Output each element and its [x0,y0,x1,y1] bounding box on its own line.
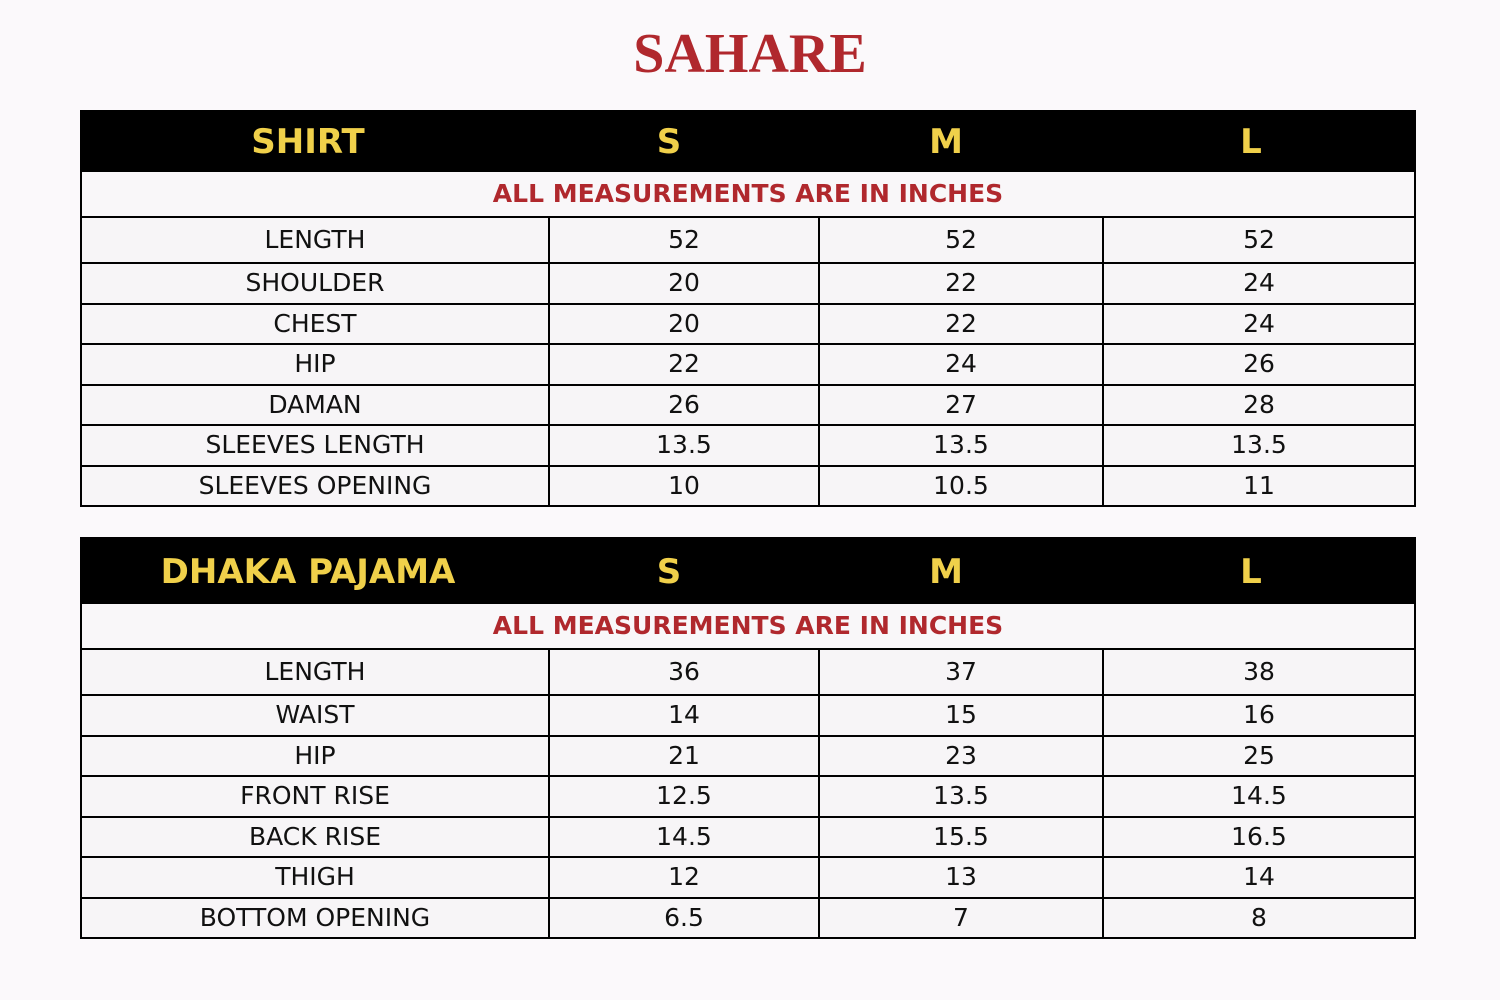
measurement-value: 7 [818,898,1102,937]
measurement-value: 6.5 [548,898,818,937]
table-row: THIGH 12 13 14 [82,856,1414,897]
measurement-value: 16 [1102,696,1414,735]
measurement-value: 15 [818,696,1102,735]
measurement-value: 13.5 [548,426,818,465]
measurement-value: 26 [1102,345,1414,384]
measurement-value: 14 [548,696,818,735]
measurement-label: HIP [294,740,336,770]
measurement-value: 37 [818,650,1102,694]
measurement-label: CHEST [273,308,357,338]
measurement-value: 13.5 [1102,426,1414,465]
measurement-value: 14.5 [1102,777,1414,816]
measurement-value: 28 [1102,385,1414,424]
measurement-value: 10.5 [818,466,1102,505]
measurement-value: 24 [1102,304,1414,343]
measurement-value: 23 [818,736,1102,775]
units-note: ALL MEASUREMENTS ARE IN INCHES [82,604,1414,650]
table-row: HIP 22 24 26 [82,343,1414,384]
measurement-value: 22 [818,264,1102,303]
measurement-value: 38 [1102,650,1414,694]
table-title: SHIRT [251,122,365,162]
measurement-value: 16.5 [1102,817,1414,856]
measurement-value: 27 [818,385,1102,424]
pajama-size-table: DHAKA PAJAMA S M L ALL MEASUREMENTS ARE … [80,537,1416,939]
table-row: SHOULDER 20 22 24 [82,262,1414,303]
measurement-value: 25 [1102,736,1414,775]
measurement-value: 13.5 [818,777,1102,816]
measurement-label: FRONT RISE [240,781,390,810]
measurement-value: 11 [1102,466,1414,505]
measurement-label: THIGH [275,862,355,891]
measurement-value: 22 [818,304,1102,343]
table-row: HIP 21 23 25 [82,734,1414,775]
table-row: FRONT RISE 12.5 13.5 14.5 [82,775,1414,816]
table-row: DAMAN 26 27 28 [82,383,1414,424]
measurement-label: SLEEVES OPENING [198,470,432,500]
table-row: SLEEVES LENGTH 13.5 13.5 13.5 [82,424,1414,465]
table-row: LENGTH 52 52 52 [82,218,1414,262]
measurement-label: HIP [294,349,336,378]
table-row: BACK RISE 14.5 15.5 16.5 [82,815,1414,856]
measurement-value: 21 [548,736,818,775]
measurement-label: BACK RISE [248,821,382,851]
measurement-value: 52 [818,218,1102,262]
measurement-value: 10 [548,466,818,505]
measurement-value: 13.5 [818,426,1102,465]
measurement-value: 15.5 [818,817,1102,856]
measurement-value: 20 [548,264,818,303]
size-l: L [1240,551,1262,592]
measurement-value: 14 [1102,858,1414,897]
measurement-value: 14.5 [548,817,818,856]
measurement-value: 12.5 [548,777,818,816]
size-m: M [929,122,963,162]
units-note: ALL MEASUREMENTS ARE IN INCHES [82,172,1414,218]
table-header: DHAKA PAJAMA S M L [82,539,1414,604]
measurement-label: SLEEVES LENGTH [205,430,425,459]
measurement-value: 24 [1102,264,1414,303]
measurement-label: SHOULDER [245,268,385,297]
brand-title: SAHARE [633,23,867,85]
measurement-label: LENGTH [264,225,366,254]
table-row: WAIST 14 15 16 [82,694,1414,735]
measurement-label: DAMAN [268,389,362,419]
measurement-value: 36 [548,650,818,694]
measurement-label: WAIST [275,700,355,729]
measurement-value: 52 [1102,218,1414,262]
shirt-size-table: SHIRT S M L ALL MEASUREMENTS ARE IN INCH… [80,110,1416,507]
table-row: BOTTOM OPENING 6.5 7 8 [82,896,1414,937]
table-row: CHEST 20 22 24 [82,302,1414,343]
table-title: DHAKA PAJAMA [160,551,456,592]
measurement-value: 12 [548,858,818,897]
table-row: LENGTH 36 37 38 [82,650,1414,694]
measurement-value: 52 [548,218,818,262]
measurement-value: 24 [818,345,1102,384]
size-s: S [656,551,682,592]
table-row: SLEEVES OPENING 10 10.5 11 [82,464,1414,505]
measurement-label: LENGTH [264,657,366,686]
size-m: M [929,551,963,592]
measurement-label: BOTTOM OPENING [199,902,431,932]
table-header: SHIRT S M L [82,112,1414,172]
size-l: L [1240,122,1262,162]
measurement-value: 22 [548,345,818,384]
measurement-value: 8 [1102,898,1414,937]
measurement-value: 13 [818,858,1102,897]
size-s: S [656,122,682,162]
measurement-value: 26 [548,385,818,424]
measurement-value: 20 [548,304,818,343]
